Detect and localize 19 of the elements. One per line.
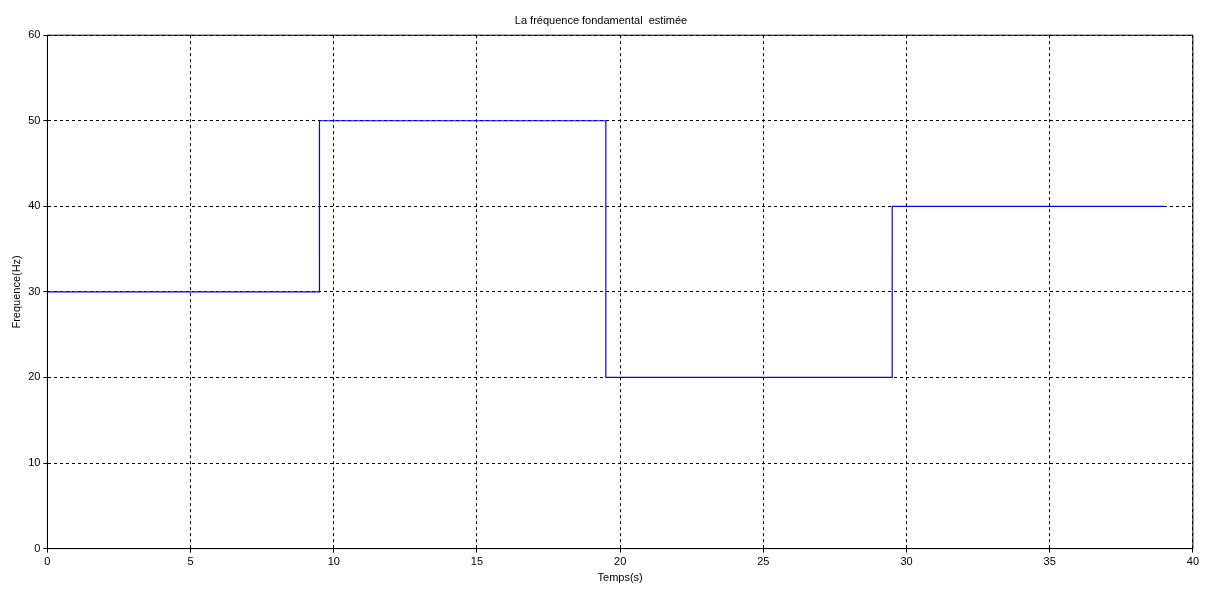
y-tick-label: 40 (28, 199, 41, 212)
y-tick-label: 20 (28, 370, 41, 383)
x-tick-label: 35 (1043, 555, 1056, 568)
x-tick-label: 5 (187, 555, 194, 568)
y-tick-label: 0 (34, 541, 41, 554)
x-tick-label: 25 (757, 555, 770, 568)
x-tick-label: 15 (470, 555, 484, 568)
x-tick-label: 20 (614, 555, 627, 568)
y-tick-label: 30 (28, 284, 41, 297)
y-tick-label: 60 (28, 28, 41, 41)
x-tick-label: 40 (1186, 555, 1200, 568)
y-axis-title: Frequence(Hz) (9, 255, 22, 329)
x-tick-label: 10 (327, 555, 340, 568)
y-tick-label: 10 (28, 456, 41, 469)
x-tick-label: 30 (900, 555, 913, 568)
chart-title: La fréquence fondamental estimée (514, 13, 688, 26)
x-axis-title: Temps(s) (597, 571, 643, 584)
x-tick-label: 0 (44, 555, 51, 568)
y-tick-label: 50 (28, 113, 41, 126)
